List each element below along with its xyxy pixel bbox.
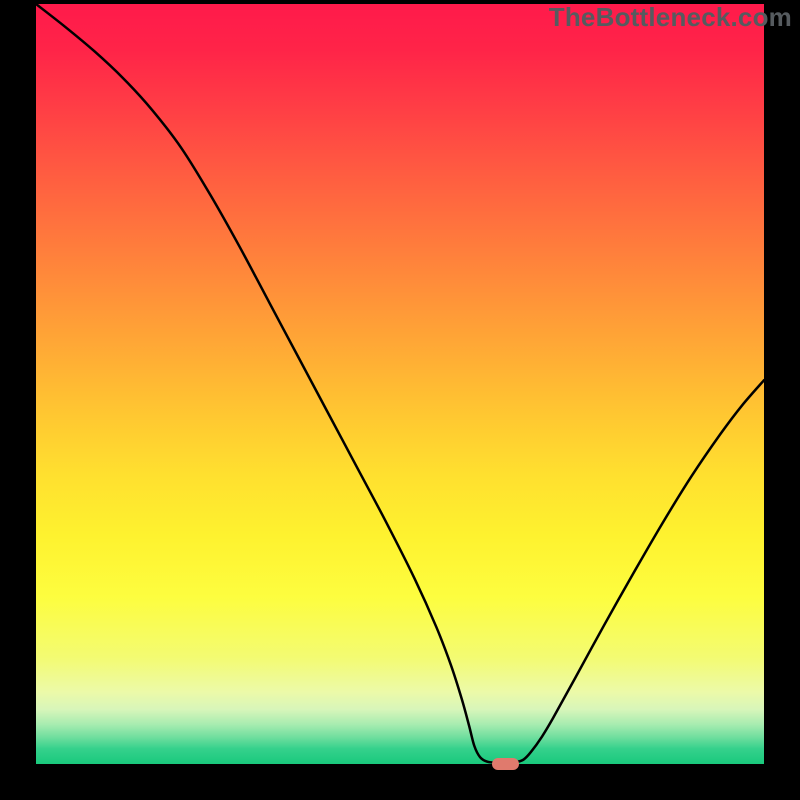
- chart-frame: { "watermark": { "text": "TheBottleneck.…: [0, 0, 800, 800]
- plot-area: [36, 4, 764, 764]
- watermark-text: TheBottleneck.com: [549, 2, 792, 33]
- bottleneck-curve: [36, 4, 764, 764]
- optimal-marker: [492, 758, 520, 770]
